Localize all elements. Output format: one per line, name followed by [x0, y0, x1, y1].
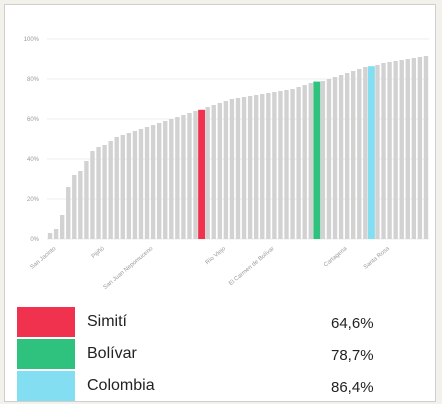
bar — [272, 92, 277, 239]
bar — [90, 151, 95, 239]
bar — [72, 175, 77, 239]
legend-value-simiti: 64,6% — [331, 315, 374, 332]
bar — [126, 133, 132, 239]
bar — [363, 67, 368, 239]
bar — [387, 62, 392, 239]
bar — [411, 58, 417, 239]
bar — [66, 187, 71, 239]
bar — [163, 121, 168, 239]
y-tick-label: 40% — [27, 157, 40, 163]
bar — [169, 119, 174, 239]
bar — [114, 137, 119, 239]
bar — [102, 145, 107, 239]
bar — [290, 89, 295, 239]
bar — [47, 233, 53, 239]
bar — [187, 113, 192, 239]
bar — [381, 63, 386, 239]
bar — [229, 99, 235, 239]
legend-value-bolivar: 78,7% — [331, 347, 374, 364]
legend-swatch-simiti — [17, 307, 75, 337]
x-tick-label: San Jacinto — [30, 246, 58, 271]
bar-highlight-colombia — [367, 66, 375, 239]
bar — [284, 90, 289, 239]
bar — [181, 115, 186, 239]
bar — [108, 141, 113, 239]
bar — [320, 81, 326, 239]
legend-swatch-bolivar — [17, 339, 75, 369]
x-tick-label: Cartagena — [323, 246, 349, 269]
legend-label-colombia: Colombia — [87, 377, 155, 394]
bar — [156, 123, 162, 239]
x-tick-label: El Carmen de Bolívar — [228, 246, 276, 287]
bar — [296, 87, 301, 239]
legend-label-bolivar: Bolívar — [87, 345, 137, 362]
bar — [150, 125, 156, 239]
bar — [399, 60, 404, 239]
bar — [278, 91, 283, 239]
bar — [144, 127, 150, 239]
bar — [193, 111, 198, 239]
y-axis: 0% 20% 40% 60% 80% 100% — [24, 37, 40, 243]
bar — [235, 98, 241, 239]
bar-highlight-simití — [198, 109, 206, 239]
bar — [405, 59, 410, 239]
bar — [120, 135, 125, 239]
bar — [338, 75, 344, 239]
bar — [351, 71, 356, 239]
bar — [393, 61, 398, 239]
x-tick-label: San Juan Nepomuceno — [102, 246, 154, 291]
x-tick-label: Pijiñó — [91, 246, 107, 260]
bar-chart: 0% 20% 40% 60% 80% 100% San Jacinto PijiñóSan … — [24, 37, 429, 291]
bar — [175, 117, 180, 239]
y-tick-label: 100% — [24, 37, 40, 43]
bar — [260, 94, 265, 239]
y-tick-label: 0% — [30, 237, 39, 243]
bar — [78, 171, 83, 239]
bar — [211, 105, 216, 239]
bar — [302, 85, 307, 239]
bar-highlight-bolívar — [313, 81, 321, 239]
bar — [217, 103, 222, 239]
legend-row-colombia: Colombia 86,4% — [13, 369, 429, 401]
legend-label-simiti: Simití — [87, 313, 127, 330]
bar — [241, 97, 247, 239]
bar — [326, 79, 332, 239]
y-tick-label: 20% — [27, 197, 40, 203]
bar — [53, 229, 59, 239]
bar — [417, 57, 423, 239]
bar — [84, 161, 89, 239]
x-tick-label: Río Viejo — [205, 246, 228, 267]
y-tick-label: 80% — [27, 77, 40, 83]
bar — [205, 107, 210, 239]
legend-value-colombia: 86,4% — [331, 379, 374, 396]
bar — [223, 101, 229, 239]
bar — [132, 131, 138, 239]
bar — [96, 147, 101, 239]
bar — [247, 96, 253, 239]
bar — [266, 93, 271, 239]
y-tick-label: 60% — [27, 117, 40, 123]
bar — [138, 129, 144, 239]
chart-card: 0% 20% 40% 60% 80% 100% San Jacinto Pijiñó San … — [4, 4, 436, 402]
bar — [332, 77, 338, 239]
bar — [375, 65, 380, 239]
legend-row-bolivar: Bolívar 78,7% — [13, 337, 429, 369]
legend: Simití 64,6% Bolívar 78,7% Colombia 86,4… — [13, 305, 429, 401]
bars — [47, 56, 429, 239]
bar — [308, 83, 313, 239]
x-tick-label: Santa Rosa — [363, 246, 391, 271]
bar — [254, 95, 259, 239]
bar — [423, 56, 429, 239]
bar — [344, 73, 350, 239]
legend-row-simiti: Simití 64,6% — [13, 305, 429, 337]
bar — [59, 215, 65, 239]
legend-swatch-colombia — [17, 371, 75, 401]
bar — [357, 69, 362, 239]
